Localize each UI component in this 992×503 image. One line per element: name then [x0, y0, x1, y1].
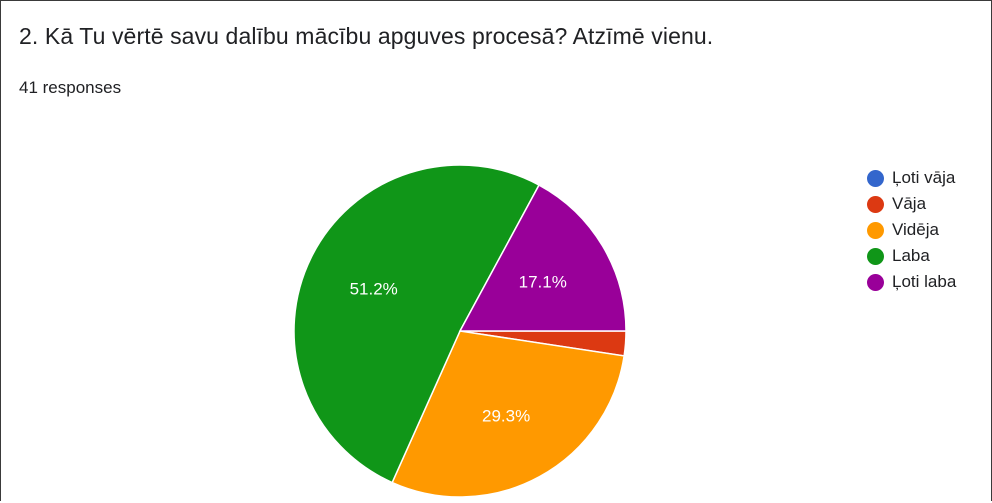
pie-slice-videja[interactable] — [391, 330, 625, 498]
legend-item-videja[interactable]: Vidēja — [867, 217, 956, 243]
slice-label-laba: 51.2% — [350, 279, 398, 298]
legend-label: Vidēja — [892, 220, 939, 239]
legend-item-vaja[interactable]: Vāja — [867, 191, 956, 217]
legend-item-loti-laba[interactable]: Ļoti laba — [867, 269, 956, 295]
legend-label: Ļoti vāja — [892, 168, 956, 187]
legend-label: Vāja — [892, 194, 927, 213]
legend-swatch-icon — [867, 273, 884, 291]
legend-label: Ļoti laba — [892, 272, 957, 291]
slice-label-loti-laba: 17.1% — [519, 273, 567, 292]
slice-label-videja: 29.3% — [482, 407, 530, 426]
legend-swatch-icon — [867, 195, 884, 213]
pie-slice-laba[interactable] — [293, 164, 541, 484]
legend-item-laba[interactable]: Laba — [867, 243, 956, 269]
legend-swatch-icon — [867, 221, 884, 239]
question-title: 2. Kā Tu vērtē savu dalību mācību apguve… — [19, 23, 714, 49]
legend-swatch-icon — [867, 169, 884, 187]
response-count: 41 responses — [19, 78, 122, 97]
legend-label: Laba — [892, 246, 930, 265]
pie-slice-loti-laba[interactable] — [458, 184, 627, 332]
legend-swatch-icon — [867, 247, 884, 265]
legend-item-loti-vaja[interactable]: Ļoti vāja — [867, 165, 956, 191]
legend: Ļoti vāja Vāja Vidēja Laba Ļoti laba — [867, 165, 956, 295]
